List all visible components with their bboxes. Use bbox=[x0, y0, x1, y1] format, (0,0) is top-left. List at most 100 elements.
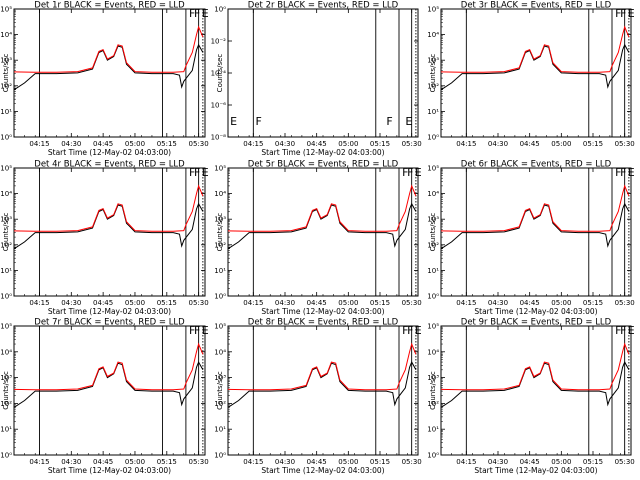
e-marker: E bbox=[628, 166, 635, 179]
y-axis-label: Counts/sec bbox=[2, 371, 10, 410]
x-tick-label: 04:45 bbox=[307, 458, 327, 466]
chart-title: Det 3r BLACK = Events, RED = LLD bbox=[461, 1, 612, 11]
events-series-line bbox=[440, 360, 630, 408]
y-tick-label: 10¹ bbox=[427, 267, 439, 275]
x-tick-label: 05:15 bbox=[370, 299, 390, 307]
y-tick-label: 10⁴ bbox=[427, 348, 439, 356]
y-axis-label: Counts/sec bbox=[429, 213, 437, 252]
x-tick-label: 05:15 bbox=[583, 458, 603, 466]
x-tick-label: 05:30 bbox=[402, 140, 422, 148]
chart-panel-4: Det 4r BLACK = Events, RED = LLD 04:15 04:… bbox=[0, 160, 208, 317]
x-axis-label: Start Time (12-May-02 04:03:00) bbox=[474, 307, 597, 316]
x-axis-label: Start Time (12-May-02 04:03:00) bbox=[48, 466, 171, 475]
x-tick-label: 05:15 bbox=[157, 458, 177, 466]
y-tick-label: 10⁰ bbox=[0, 452, 12, 460]
x-axis-label: Start Time (12-May-02 04:03:00) bbox=[261, 148, 384, 157]
e-marker: E bbox=[415, 324, 422, 337]
y-tick-label: 10⁵ bbox=[0, 6, 12, 14]
y-tick-label: 10⁰ bbox=[214, 293, 226, 301]
y-tick-label: 10⁰ bbox=[214, 6, 226, 14]
f-marker: F bbox=[615, 324, 621, 337]
y-tick-label: 10⁵ bbox=[427, 323, 439, 331]
chart-title: Det 7r BLACK = Events, RED = LLD bbox=[34, 318, 185, 328]
x-tick-label: 05:30 bbox=[615, 458, 635, 466]
chart-title: Det 8r BLACK = Events, RED = LLD bbox=[248, 318, 399, 328]
x-tick-label: 05:15 bbox=[157, 299, 177, 307]
y-tick-label: 10² bbox=[427, 82, 439, 90]
e-marker: E bbox=[415, 166, 422, 179]
x-tick-label: 04:30 bbox=[275, 140, 295, 148]
events-series-line bbox=[13, 202, 204, 250]
x-tick-label: 04:15 bbox=[243, 140, 263, 148]
y-tick-label: 10⁻⁸ bbox=[211, 134, 227, 142]
y-tick-label: 10¹ bbox=[0, 426, 12, 434]
y-axis-label: Counts/sec bbox=[216, 371, 224, 410]
chart-title: Det 1r BLACK = Events, RED = LLD bbox=[34, 1, 185, 11]
y-tick-label: 10⁵ bbox=[0, 165, 12, 173]
f-marker: F bbox=[407, 166, 413, 179]
x-tick-label: 04:15 bbox=[29, 299, 49, 307]
x-tick-label: 04:15 bbox=[243, 458, 263, 466]
f-marker: F bbox=[407, 324, 413, 337]
plot-frame bbox=[227, 325, 419, 456]
x-tick-label: 04:45 bbox=[520, 299, 540, 307]
y-tick-label: 10² bbox=[214, 400, 226, 408]
y-tick-label: 10³ bbox=[0, 216, 12, 224]
y-tick-label: 10⁵ bbox=[0, 323, 12, 331]
e-marker: E bbox=[202, 166, 209, 179]
y-tick-label: 10⁵ bbox=[214, 165, 226, 173]
x-tick-label: 04:15 bbox=[29, 140, 49, 148]
x-tick-label: 04:30 bbox=[488, 458, 508, 466]
x-tick-label: 05:30 bbox=[189, 299, 209, 307]
plot-frame bbox=[440, 8, 632, 138]
events-series-line bbox=[13, 360, 204, 408]
e-marker: E bbox=[202, 324, 209, 337]
y-tick-label: 10³ bbox=[214, 216, 226, 224]
x-tick-label: 05:00 bbox=[551, 458, 571, 466]
chart-panel-8: Det 8r BLACK = Events, RED = LLD 04:15 04:… bbox=[214, 318, 421, 476]
y-tick-label: 10² bbox=[0, 400, 12, 408]
y-tick-label: 10¹ bbox=[0, 108, 12, 116]
events-series-line bbox=[227, 202, 417, 250]
f-marker: F bbox=[402, 166, 408, 179]
chart-title: Det 6r BLACK = Events, RED = LLD bbox=[461, 160, 612, 170]
x-tick-label: 04:30 bbox=[61, 299, 81, 307]
y-axis-label: Counts/sec bbox=[429, 54, 437, 93]
x-tick-label: 04:45 bbox=[93, 458, 113, 466]
chart-title: Det 4r BLACK = Events, RED = LLD bbox=[34, 160, 185, 170]
x-tick-label: 05:30 bbox=[189, 458, 209, 466]
lld-series-line bbox=[440, 184, 630, 232]
x-tick-label: 04:15 bbox=[456, 458, 476, 466]
x-tick-label: 05:15 bbox=[370, 140, 390, 148]
y-tick-label: 10² bbox=[427, 241, 439, 249]
x-tick-label: 05:30 bbox=[615, 299, 635, 307]
x-axis-label: Start Time (12-May-02 04:03:00) bbox=[474, 466, 597, 475]
chart-panel-6: Det 6r BLACK = Events, RED = LLD 04:15 04:… bbox=[427, 160, 634, 317]
x-tick-label: 05:15 bbox=[583, 299, 603, 307]
e-marker: E bbox=[405, 115, 412, 128]
lld-series-line bbox=[227, 184, 417, 232]
y-tick-label: 10³ bbox=[427, 374, 439, 382]
y-tick-label: 10⁻² bbox=[211, 38, 227, 46]
x-tick-label: 05:00 bbox=[338, 458, 358, 466]
y-tick-label: 10³ bbox=[0, 374, 12, 382]
y-tick-label: 10⁰ bbox=[427, 134, 439, 142]
x-tick-label: 04:15 bbox=[456, 140, 476, 148]
x-tick-label: 04:30 bbox=[275, 458, 295, 466]
f-marker: F bbox=[402, 324, 408, 337]
y-tick-label: 10⁵ bbox=[427, 6, 439, 14]
y-tick-label: 10⁴ bbox=[0, 348, 12, 356]
x-tick-label: 04:45 bbox=[93, 140, 113, 148]
x-axis-label: Start Time (12-May-02 04:03:00) bbox=[48, 148, 171, 157]
chart-title: Det 2r BLACK = Events, RED = LLD bbox=[248, 1, 399, 11]
f-marker: F bbox=[189, 324, 195, 337]
chart-title: Det 5r BLACK = Events, RED = LLD bbox=[248, 160, 399, 170]
plot-frame bbox=[440, 325, 632, 456]
y-tick-label: 10² bbox=[427, 400, 439, 408]
x-tick-label: 05:30 bbox=[402, 299, 422, 307]
e-marker: E bbox=[230, 115, 237, 128]
x-tick-label: 04:15 bbox=[456, 299, 476, 307]
y-tick-label: 10¹ bbox=[214, 267, 226, 275]
f-marker: F bbox=[255, 115, 261, 128]
